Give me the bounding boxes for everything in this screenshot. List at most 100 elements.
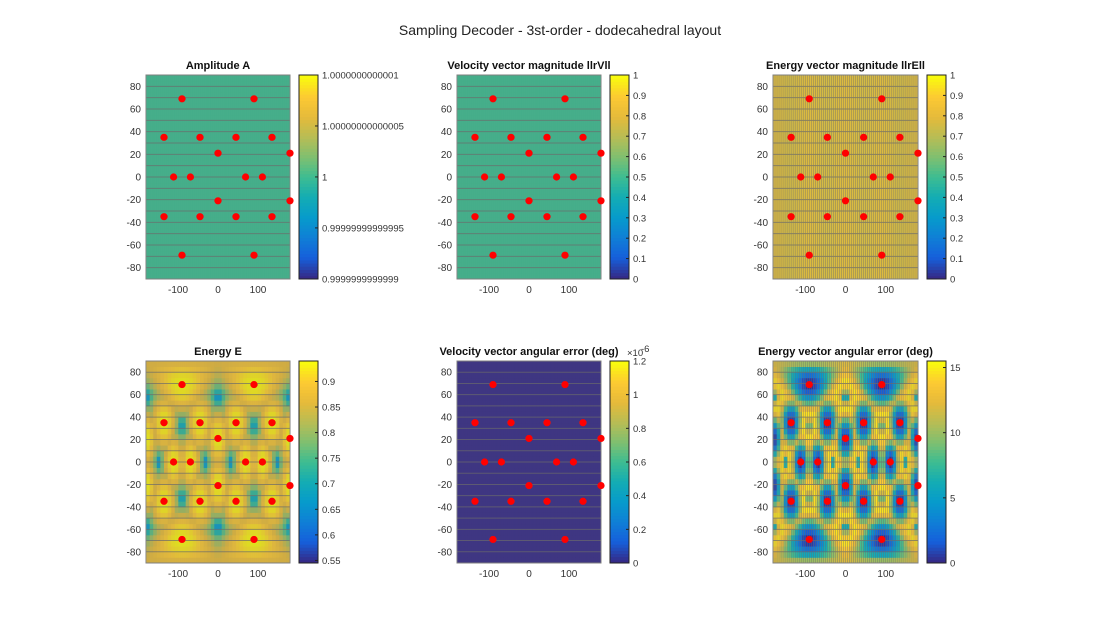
heatmap-cell: [275, 120, 280, 127]
heatmap-cell: [820, 222, 825, 229]
heatmap-cell: [783, 131, 788, 138]
colorbar-swatch: [610, 183, 629, 188]
heatmap-cell: [831, 273, 836, 280]
heatmap-cell: [874, 154, 879, 161]
heatmap-cell: [550, 97, 555, 104]
heatmap-cell: [521, 97, 526, 104]
heatmap-cell: [521, 137, 526, 144]
heatmap-cell: [264, 182, 269, 189]
heatmap-cell: [870, 256, 875, 263]
heatmap-cell: [575, 245, 580, 252]
heatmap-cell: [550, 239, 555, 246]
heatmap-cell: [597, 228, 602, 235]
heatmap-cell: [464, 239, 469, 246]
heatmap-cell: [221, 267, 226, 274]
heatmap-cell: [561, 103, 566, 110]
heatmap-cell: [286, 216, 291, 223]
heatmap-cell: [536, 211, 541, 218]
heatmap-cell: [489, 120, 494, 127]
heatmap-cell: [878, 92, 883, 99]
heatmap-cell: [160, 228, 165, 235]
heatmap-cell: [838, 165, 843, 172]
colorbar-swatch: [299, 275, 318, 280]
heatmap-cell: [543, 75, 548, 82]
heatmap-cell: [156, 177, 161, 184]
heatmap-cell: [286, 75, 291, 82]
heatmap-cell: [903, 188, 908, 195]
heatmap-cell: [780, 182, 785, 189]
heatmap-cell: [264, 205, 269, 212]
heatmap-cell: [153, 211, 158, 218]
speaker-markers: [471, 95, 605, 259]
heatmap-cell: [156, 188, 161, 195]
heatmap-cell: [467, 109, 472, 116]
heatmap-cell: [539, 131, 544, 138]
heatmap-cell: [554, 182, 559, 189]
heatmap-cell: [153, 245, 158, 252]
heatmap-cell: [478, 222, 483, 229]
heatmap-cell: [860, 177, 865, 184]
heatmap-cell: [593, 199, 598, 206]
heatmap-cell: [536, 216, 541, 223]
heatmap-cell: [460, 256, 465, 263]
heatmap-cell: [586, 75, 591, 82]
heatmap-cell: [279, 256, 284, 263]
heatmap-cell: [557, 256, 562, 263]
heatmap-cell: [525, 160, 530, 167]
heatmap-cell: [489, 75, 494, 82]
heatmap-cell: [557, 80, 562, 87]
heatmap-cell: [860, 199, 865, 206]
heatmap-cell: [550, 80, 555, 87]
heatmap-cell: [196, 148, 201, 155]
colorbar-swatch: [610, 94, 629, 98]
heatmap-cell: [579, 222, 584, 229]
heatmap-cell: [892, 126, 897, 133]
heatmap-cell: [867, 80, 872, 87]
heatmap-cell: [816, 143, 821, 150]
heatmap-cell: [268, 245, 273, 252]
heatmap-cell: [798, 273, 803, 280]
heatmap-cell: [597, 273, 602, 280]
heatmap-cell: [878, 256, 883, 263]
heatmap-cell: [841, 80, 846, 87]
heatmap-cell: [149, 103, 154, 110]
heatmap-cell: [889, 75, 894, 82]
heatmap-cell: [856, 199, 861, 206]
heatmap-cell: [597, 80, 602, 87]
colorbar-tick-label: 0.1: [950, 254, 963, 265]
heatmap-cell: [189, 256, 194, 263]
heatmap-cell: [590, 80, 595, 87]
heatmap-cell: [279, 171, 284, 178]
heatmap-cell: [482, 267, 487, 274]
x-tick-label: 100: [250, 285, 267, 296]
heatmap-cell: [268, 143, 273, 150]
heatmap-cell: [568, 109, 573, 116]
heatmap-cell: [798, 143, 803, 150]
heatmap-cell: [221, 205, 226, 212]
heatmap-cell: [561, 182, 566, 189]
heatmap-cell: [874, 97, 879, 104]
heatmap-cell: [460, 233, 465, 240]
colorbar-swatch: [927, 196, 946, 200]
speaker-marker: [823, 133, 831, 141]
heatmap-cell: [831, 239, 836, 246]
heatmap-cell: [149, 171, 154, 178]
heatmap-cell: [478, 148, 483, 155]
heatmap-cell: [874, 267, 879, 274]
heatmap-cell: [268, 126, 273, 133]
heatmap-cell: [192, 154, 197, 161]
heatmap-cell: [507, 109, 512, 116]
heatmap-cell: [593, 109, 598, 116]
heatmap-cell: [550, 92, 555, 99]
heatmap-cell: [185, 75, 190, 82]
y-tick-label: 40: [757, 127, 769, 138]
y-tick-label: -60: [754, 241, 769, 252]
heatmap-cell: [838, 80, 843, 87]
heatmap-cell: [831, 256, 836, 263]
colorbar-swatch: [610, 97, 629, 101]
heatmap-cell: [593, 211, 598, 218]
heatmap-cell: [841, 97, 846, 104]
heatmap-cell: [870, 188, 875, 195]
heatmap-cell: [575, 143, 580, 150]
speaker-marker: [841, 197, 850, 205]
